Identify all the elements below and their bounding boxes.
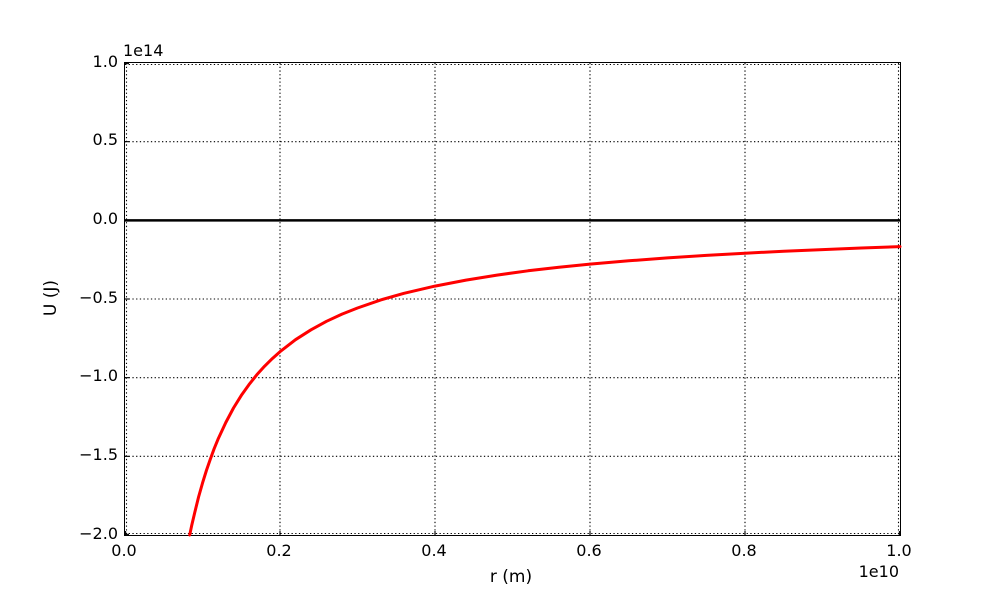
y-axis-offset-label: 1e14 — [123, 41, 164, 60]
y-tick-label: −0.5 — [79, 287, 118, 307]
x-tick-label: 1.0 — [886, 541, 912, 560]
x-axis-label: r (m) — [489, 567, 533, 587]
x-tick-label: 0.2 — [266, 541, 292, 560]
y-tick-label: 0.5 — [92, 130, 118, 150]
x-tick-label: 0.0 — [111, 541, 137, 560]
y-tick-label: 0.0 — [92, 208, 118, 228]
y-tick-label: −1.0 — [79, 366, 118, 386]
plot-canvas — [125, 63, 902, 537]
x-tick-label: 0.4 — [421, 541, 447, 560]
y-axis-label: U (J) — [41, 279, 61, 317]
axes-spines — [124, 62, 902, 537]
y-tick-label: 1.0 — [92, 51, 118, 71]
gravitational-potential-energy-curve — [188, 245, 902, 537]
x-tick-label: 0.8 — [731, 541, 757, 560]
y-tick-label: −1.5 — [79, 444, 118, 464]
x-axis-offset-label: 1e10 — [858, 562, 899, 581]
y-tick-label: −2.0 — [79, 523, 118, 543]
x-tick-label: 0.6 — [576, 541, 602, 560]
